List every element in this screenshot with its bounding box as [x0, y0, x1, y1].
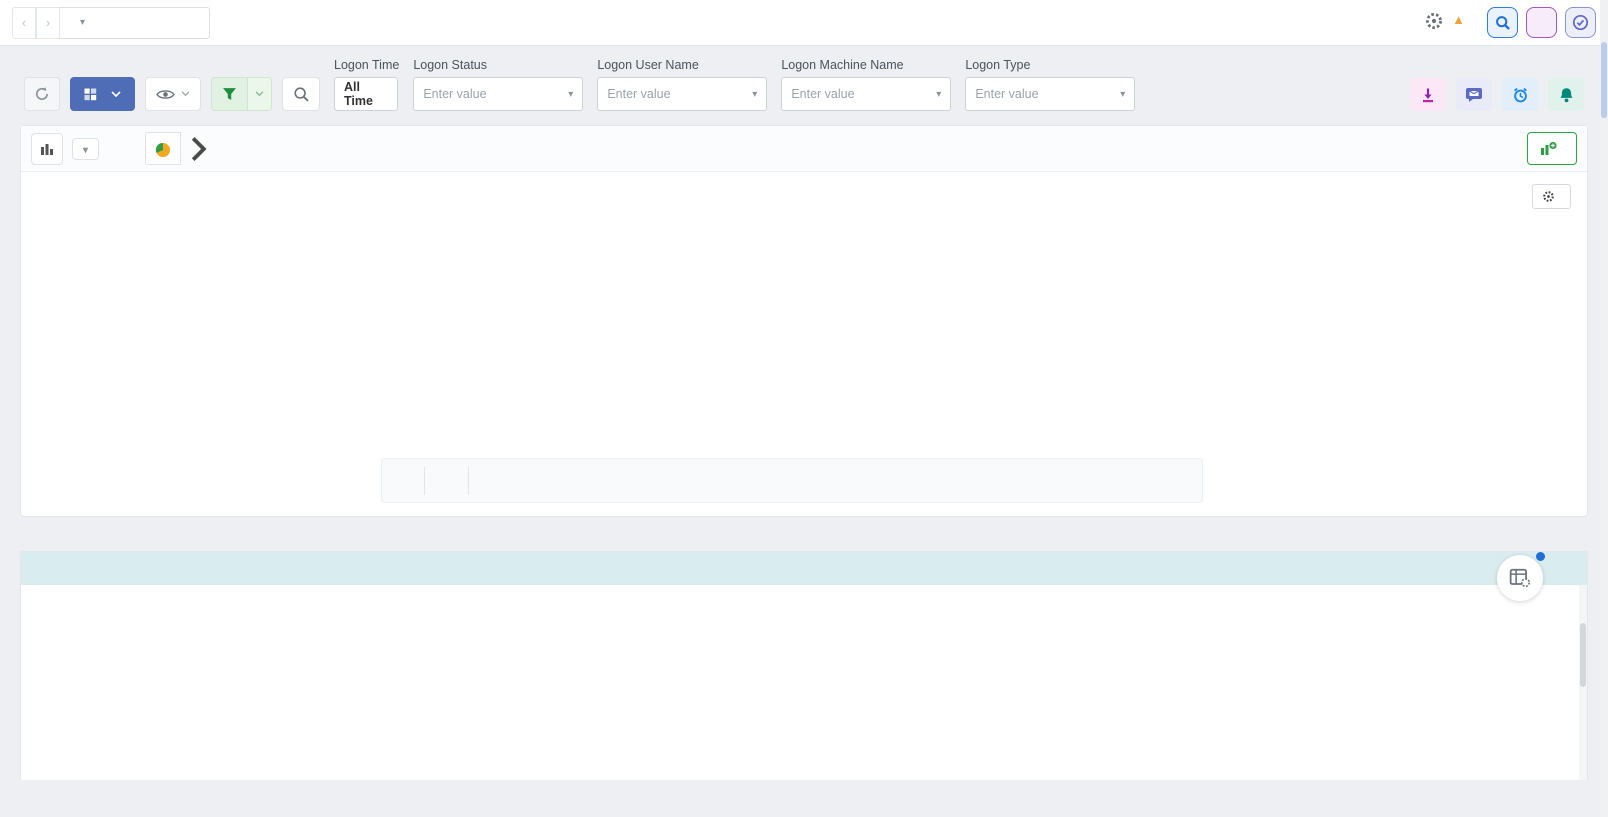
filter-control[interactable]: Enter value ▾	[597, 77, 768, 111]
add-chart-button[interactable]	[1527, 132, 1577, 165]
column-settings-badge	[1536, 552, 1545, 561]
chevron-down-icon: ▾	[1120, 88, 1126, 100]
chevron-right-icon	[191, 136, 207, 161]
refresh-button[interactable]	[24, 77, 60, 111]
search-icon	[1495, 15, 1510, 30]
filter-control[interactable]: All Time ▾	[334, 77, 398, 111]
filter-control[interactable]: Enter value ▾	[413, 77, 584, 111]
audit-check-button[interactable]	[1565, 7, 1596, 38]
chat-envelope-icon	[1466, 87, 1482, 102]
notifications-button[interactable]	[1548, 78, 1584, 111]
forward-button[interactable]: ›	[36, 6, 60, 39]
chevron-down-icon: ▾	[568, 88, 574, 100]
filter-button[interactable]	[211, 77, 272, 111]
download-icon	[1423, 88, 1433, 102]
tab-scroll-right-button[interactable]	[190, 136, 207, 162]
pie-icon	[155, 142, 171, 157]
quick-search-button[interactable]	[282, 77, 320, 111]
chevron-down-icon: ▾	[80, 17, 86, 28]
bar-chart-icon	[41, 143, 53, 155]
chart-period-selector[interactable]: ▾	[72, 137, 100, 160]
filter-control[interactable]: Enter value ▾	[965, 77, 1136, 111]
chevron-down-icon: ▾	[936, 88, 942, 100]
export-download-button[interactable]	[1410, 78, 1446, 111]
filter-label: Logon Time	[334, 58, 400, 72]
check-circle-icon	[1572, 14, 1589, 31]
filter-fields: Logon Time All Time ▾ Logon Status Enter…	[330, 58, 1136, 111]
column-settings-icon	[1509, 568, 1531, 588]
report-navigation: ‹ › ▾	[12, 6, 210, 39]
filter-group: Logon Time All Time ▾	[334, 58, 399, 111]
report-selector-dropdown[interactable]: ▾	[60, 6, 210, 39]
combo-view-icon	[84, 88, 97, 100]
chart-tabbar: ▾	[21, 126, 1587, 172]
chevron-down-icon: ▾	[83, 144, 89, 156]
view-options-button[interactable]	[145, 77, 201, 111]
filter-label: Logon Status	[413, 58, 487, 72]
schedule-alarm-button[interactable]	[1502, 78, 1538, 111]
events-table	[20, 551, 1588, 780]
filter-group: Logon Status Enter value ▾	[413, 58, 584, 111]
filter-group: Logon User Name Enter value ▾	[597, 58, 768, 111]
deep-insights-gear-icon	[1423, 10, 1445, 35]
help-button[interactable]	[1526, 7, 1557, 38]
table-header-row	[21, 552, 1587, 585]
filter-value: Enter value	[423, 87, 487, 101]
table-scrollbar[interactable]	[1579, 585, 1587, 780]
alarm-clock-icon	[1513, 87, 1527, 102]
bell-icon	[1559, 87, 1573, 102]
filter-label: Logon Machine Name	[781, 58, 904, 72]
customize-button[interactable]	[1532, 184, 1571, 209]
filter-toolbar: Logon Time All Time ▾ Logon Status Enter…	[0, 46, 1608, 125]
filter-dropdown-caret[interactable]	[247, 78, 271, 110]
global-search-button[interactable]	[1487, 7, 1518, 38]
chart-body	[21, 185, 1587, 447]
warning-icon: ▲	[1452, 12, 1465, 27]
chart-type-button[interactable]	[31, 132, 63, 165]
search-icon	[293, 86, 309, 102]
chevron-down-icon	[111, 90, 121, 97]
chevron-down-icon	[181, 91, 190, 97]
feedback-message-button[interactable]	[1456, 78, 1492, 111]
refresh-icon	[35, 87, 49, 100]
filter-value: Enter value	[791, 87, 855, 101]
back-button[interactable]: ‹	[12, 6, 36, 39]
deep-insights: ▲	[1423, 10, 1465, 35]
chevron-down-icon: ▾	[752, 88, 758, 100]
chart-tab-partial[interactable]	[145, 132, 182, 165]
top-header: ‹ › ▾ ▲	[0, 0, 1608, 46]
chart-panel: ▾	[20, 125, 1588, 517]
filter-group: Logon Machine Name Enter value ▾	[781, 58, 952, 111]
filter-value: Enter value	[975, 87, 1039, 101]
add-chart-icon	[1541, 141, 1557, 155]
filter-group: Logon Type Enter value ▾	[965, 58, 1136, 111]
page-scrollbar-thumb[interactable]	[1601, 42, 1607, 118]
gear-icon	[1543, 191, 1554, 202]
combo-view-button[interactable]	[70, 77, 135, 111]
funnel-icon	[223, 88, 236, 100]
filter-value: Enter value	[607, 87, 671, 101]
eye-icon	[156, 89, 175, 99]
donut-chart[interactable]	[223, 193, 459, 429]
page-scrollbar[interactable]	[1600, 0, 1608, 817]
filter-label: Logon Type	[965, 58, 1031, 72]
filter-control[interactable]: Enter value ▾	[781, 77, 952, 111]
column-settings-button[interactable]	[1497, 555, 1543, 601]
filter-label: Logon User Name	[597, 58, 699, 72]
chart-summary-strip	[381, 458, 1203, 503]
filter-value: All Time	[344, 80, 373, 108]
